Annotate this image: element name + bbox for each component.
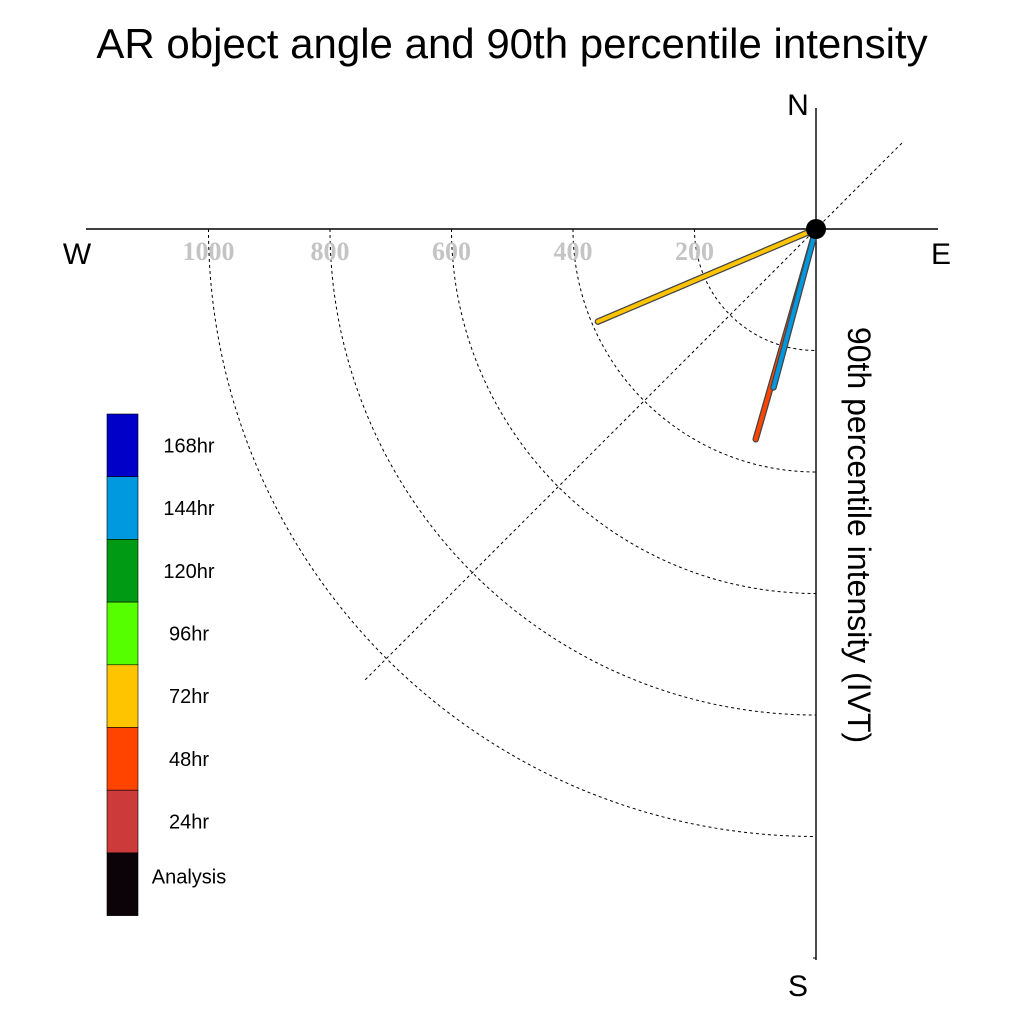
ring-400 (572, 228, 817, 473)
compass-north-label: N (787, 89, 809, 122)
compass-east-label: E (931, 238, 951, 271)
vectors (594, 225, 820, 443)
ring-label-200: 200 (675, 237, 714, 266)
ring-label-800: 800 (311, 237, 350, 266)
legend-swatch-72hr (106, 664, 139, 728)
legend-label-120hr: 120hr (163, 561, 214, 583)
ring-200 (694, 228, 817, 351)
ring-label-1000: 1000 (183, 237, 235, 266)
legend-label-72hr: 72hr (169, 686, 209, 708)
legend-swatch-96hr (106, 601, 139, 666)
ring-label-400: 400 (554, 237, 593, 266)
origin-marker (806, 219, 826, 239)
ring-600 (451, 228, 817, 594)
ring-label-600: 600 (432, 237, 471, 266)
ring-800 (329, 228, 817, 716)
legend-swatch-Analysis (106, 852, 139, 916)
compass-south-label: S (788, 970, 808, 1003)
legend-label-96hr: 96hr (169, 623, 209, 645)
legend-label-Analysis: Analysis (152, 866, 226, 888)
legend-swatch-168hr (106, 413, 139, 478)
legend-swatch-24hr (106, 789, 139, 854)
legend: 168hr 144hr 120hr 96hr 72hr 48hr 24hr Analysis (106, 413, 226, 916)
legend-label-144hr: 144hr (163, 498, 214, 520)
chart-title: AR object angle and 90th percentile inte… (96, 20, 927, 67)
legend-swatch-48hr (106, 727, 139, 791)
legend-swatch-120hr (106, 539, 139, 603)
legend-label-24hr: 24hr (169, 812, 209, 834)
vector-72hr (595, 227, 818, 324)
ring-1000 (208, 228, 817, 837)
vector-144hr (771, 227, 818, 390)
legend-swatch-144hr (106, 476, 139, 540)
radial-axis-label: 90th percentile intensity (IVT) (841, 327, 877, 743)
ring-labels: 200 400 600 800 1000 (183, 237, 715, 266)
legend-label-48hr: 48hr (169, 749, 209, 771)
compass-west-label: W (63, 238, 92, 271)
legend-label-168hr: 168hr (163, 435, 214, 457)
